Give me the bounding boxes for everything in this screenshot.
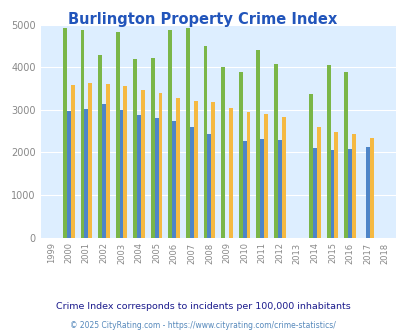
Bar (190, 127, 193, 238)
Bar (70, 85, 75, 238)
Bar (168, 30, 172, 238)
Bar (67, 111, 70, 238)
Bar (264, 114, 267, 238)
Bar (158, 93, 162, 238)
Bar (330, 150, 334, 238)
Bar (273, 64, 277, 238)
Bar (256, 50, 260, 238)
Bar (347, 148, 351, 238)
Bar (308, 94, 312, 238)
Bar (351, 134, 355, 238)
Bar (221, 67, 224, 238)
Bar (369, 138, 373, 238)
Bar (102, 104, 106, 238)
Bar (115, 32, 119, 238)
Bar (63, 28, 67, 238)
Bar (172, 120, 176, 238)
Bar (312, 148, 316, 238)
Bar (119, 110, 123, 238)
Bar (207, 134, 211, 238)
Bar (185, 28, 190, 238)
Text: Burlington Property Crime Index: Burlington Property Crime Index (68, 12, 337, 26)
Bar (277, 140, 281, 238)
Bar (80, 30, 84, 238)
Text: © 2025 CityRating.com - https://www.cityrating.com/crime-statistics/: © 2025 CityRating.com - https://www.city… (70, 321, 335, 330)
Bar (242, 141, 246, 238)
Bar (281, 117, 285, 238)
Bar (133, 59, 137, 238)
Bar (154, 118, 158, 238)
Bar (88, 82, 92, 238)
Bar (316, 127, 320, 238)
Bar (334, 132, 337, 238)
Bar (238, 72, 242, 238)
Bar (151, 57, 154, 238)
Bar (246, 113, 250, 238)
Bar (176, 98, 180, 238)
Bar (228, 108, 232, 238)
Bar (123, 86, 127, 238)
Bar (260, 139, 264, 238)
Bar (203, 46, 207, 238)
Bar (106, 84, 109, 238)
Bar (365, 147, 369, 238)
Bar (193, 101, 197, 238)
Bar (343, 72, 347, 238)
Bar (98, 54, 102, 238)
Bar (211, 102, 215, 238)
Bar (141, 90, 145, 238)
Text: Crime Index corresponds to incidents per 100,000 inhabitants: Crime Index corresponds to incidents per… (55, 302, 350, 311)
Bar (137, 115, 141, 238)
Bar (84, 109, 88, 238)
Bar (326, 65, 330, 238)
